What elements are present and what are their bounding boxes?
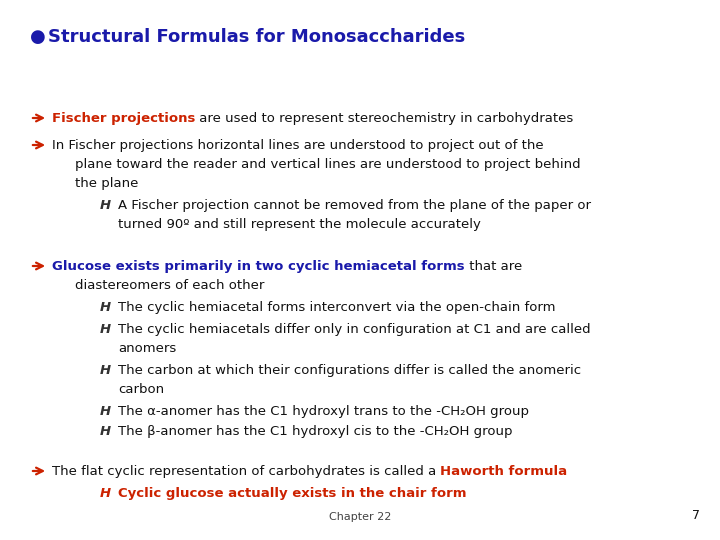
Text: H: H bbox=[100, 199, 111, 212]
Text: H: H bbox=[100, 405, 111, 418]
Text: carbon: carbon bbox=[118, 383, 164, 396]
Text: H: H bbox=[100, 364, 111, 377]
Text: Haworth formula: Haworth formula bbox=[441, 465, 567, 478]
Text: The cyclic hemiacetals differ only in configuration at C1 and are called: The cyclic hemiacetals differ only in co… bbox=[118, 323, 590, 336]
Text: Glucose exists primarily in two cyclic hemiacetal forms: Glucose exists primarily in two cyclic h… bbox=[52, 260, 464, 273]
Text: The β-anomer has the C1 hydroxyl cis to the -CH₂OH group: The β-anomer has the C1 hydroxyl cis to … bbox=[118, 425, 513, 438]
Text: A Fischer projection cannot be removed from the plane of the paper or: A Fischer projection cannot be removed f… bbox=[118, 199, 591, 212]
Text: Structural Formulas for Monosaccharides: Structural Formulas for Monosaccharides bbox=[48, 28, 465, 46]
Text: The cyclic hemiacetal forms interconvert via the open-chain form: The cyclic hemiacetal forms interconvert… bbox=[118, 301, 556, 314]
Text: H: H bbox=[100, 487, 111, 500]
Text: Chapter 22: Chapter 22 bbox=[329, 512, 391, 522]
Text: In Fischer projections horizontal lines are understood to project out of the: In Fischer projections horizontal lines … bbox=[52, 139, 544, 152]
Text: The carbon at which their configurations differ is called the anomeric: The carbon at which their configurations… bbox=[118, 364, 581, 377]
Text: plane toward the reader and vertical lines are understood to project behind: plane toward the reader and vertical lin… bbox=[75, 158, 580, 171]
Text: anomers: anomers bbox=[118, 342, 176, 355]
Text: Fischer projections: Fischer projections bbox=[52, 112, 195, 125]
Text: diastereomers of each other: diastereomers of each other bbox=[75, 279, 264, 292]
Text: 7: 7 bbox=[692, 509, 700, 522]
Text: that are: that are bbox=[464, 260, 522, 273]
Text: The α-anomer has the C1 hydroxyl trans to the -CH₂OH group: The α-anomer has the C1 hydroxyl trans t… bbox=[118, 405, 529, 418]
Text: H: H bbox=[100, 301, 111, 314]
Text: are used to represent stereochemistry in carbohydrates: are used to represent stereochemistry in… bbox=[195, 112, 574, 125]
Text: turned 90º and still represent the molecule accurately: turned 90º and still represent the molec… bbox=[118, 218, 481, 231]
Text: H: H bbox=[100, 425, 111, 438]
Text: H: H bbox=[100, 323, 111, 336]
Text: Cyclic glucose actually exists in the chair form: Cyclic glucose actually exists in the ch… bbox=[118, 487, 467, 500]
Text: the plane: the plane bbox=[75, 177, 138, 190]
Text: ●: ● bbox=[30, 28, 46, 46]
Text: The flat cyclic representation of carbohydrates is called a: The flat cyclic representation of carboh… bbox=[52, 465, 441, 478]
